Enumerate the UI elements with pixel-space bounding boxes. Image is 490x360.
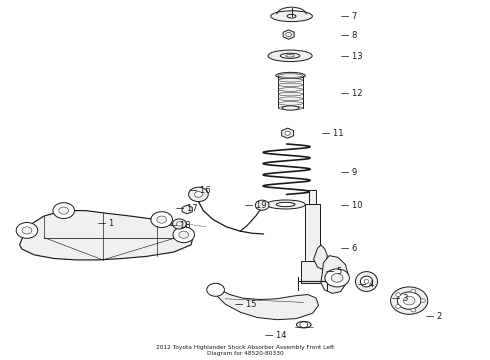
Ellipse shape (356, 271, 378, 292)
Ellipse shape (282, 106, 299, 110)
Text: — 10: — 10 (341, 201, 362, 210)
Text: — 6: — 6 (341, 244, 357, 253)
Ellipse shape (266, 200, 305, 209)
Circle shape (286, 32, 292, 37)
Ellipse shape (276, 72, 305, 79)
Text: — 12: — 12 (341, 89, 362, 98)
Polygon shape (321, 256, 348, 293)
Ellipse shape (278, 92, 303, 96)
Circle shape (16, 222, 38, 238)
Ellipse shape (278, 97, 303, 100)
Circle shape (411, 289, 416, 293)
Circle shape (53, 203, 74, 219)
Ellipse shape (278, 106, 303, 110)
Polygon shape (282, 128, 294, 138)
Circle shape (403, 296, 415, 305)
Text: — 3: — 3 (392, 294, 408, 303)
Text: — 14: — 14 (265, 331, 286, 340)
Ellipse shape (278, 83, 303, 87)
Bar (301, 261, 324, 283)
Circle shape (59, 207, 69, 214)
Ellipse shape (278, 88, 303, 91)
Ellipse shape (364, 279, 369, 284)
Circle shape (411, 309, 416, 312)
Bar (305, 204, 320, 268)
Circle shape (285, 131, 291, 135)
Circle shape (22, 227, 32, 234)
Circle shape (325, 269, 349, 287)
Circle shape (255, 200, 269, 210)
Ellipse shape (280, 53, 300, 58)
Ellipse shape (268, 50, 312, 62)
Ellipse shape (276, 202, 295, 207)
Circle shape (176, 222, 182, 226)
Text: — 18: — 18 (169, 220, 191, 230)
Circle shape (395, 305, 400, 308)
Text: — 19: — 19 (245, 201, 267, 210)
Circle shape (189, 187, 208, 202)
Circle shape (397, 292, 421, 309)
Bar (309, 190, 316, 204)
Circle shape (331, 274, 343, 282)
Text: — 17: — 17 (176, 204, 198, 213)
Polygon shape (213, 288, 318, 320)
Circle shape (157, 216, 167, 223)
Text: — 13: — 13 (341, 52, 362, 61)
Text: — 4: — 4 (358, 280, 374, 289)
Ellipse shape (278, 78, 303, 82)
Ellipse shape (278, 102, 303, 105)
Polygon shape (314, 245, 327, 269)
Circle shape (391, 287, 428, 314)
Text: — 16: — 16 (189, 186, 210, 195)
Text: — 15: — 15 (235, 300, 257, 309)
Ellipse shape (270, 11, 313, 22)
Text: — 5: — 5 (326, 267, 342, 276)
Ellipse shape (296, 321, 311, 328)
Circle shape (395, 293, 400, 297)
Ellipse shape (278, 74, 303, 77)
Ellipse shape (286, 55, 294, 57)
Circle shape (151, 212, 172, 228)
Circle shape (420, 299, 425, 302)
Text: — 1: — 1 (98, 219, 114, 228)
Circle shape (195, 192, 202, 197)
Polygon shape (283, 30, 294, 39)
Text: — 8: — 8 (341, 31, 357, 40)
Ellipse shape (361, 276, 372, 287)
Text: — 11: — 11 (322, 129, 344, 138)
Text: — 9: — 9 (341, 168, 357, 177)
Text: — 2: — 2 (426, 312, 442, 321)
Circle shape (207, 283, 224, 296)
Polygon shape (182, 205, 192, 214)
Text: — 7: — 7 (341, 12, 357, 21)
Circle shape (172, 219, 186, 229)
Circle shape (300, 322, 308, 328)
Circle shape (179, 231, 189, 238)
Circle shape (173, 227, 195, 243)
Polygon shape (20, 211, 194, 260)
Ellipse shape (287, 14, 296, 18)
Text: 2012 Toyota Highlander Shock Absorber Assembly Front Left
Diagram for 48520-8033: 2012 Toyota Highlander Shock Absorber As… (156, 345, 334, 356)
